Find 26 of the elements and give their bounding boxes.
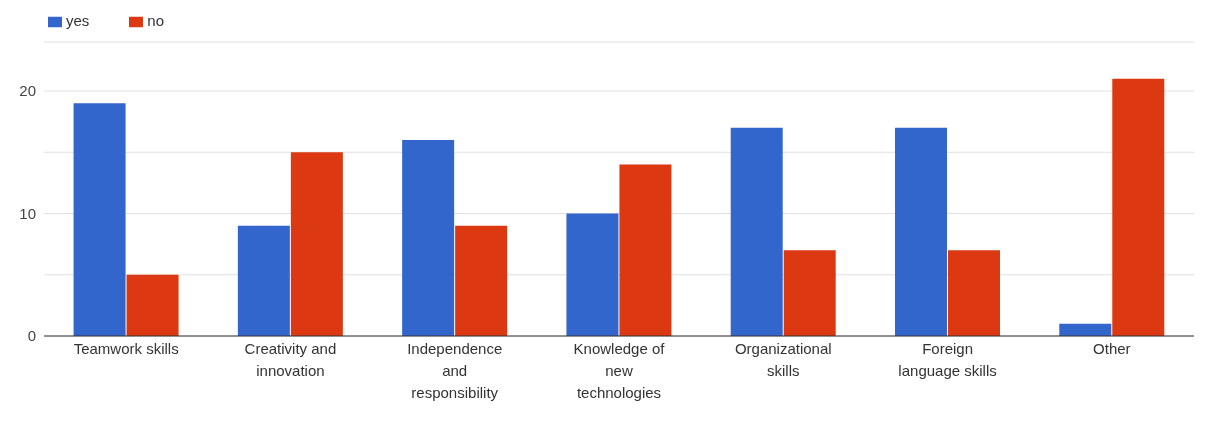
x-tick-label: Other [1093, 340, 1131, 357]
bar [290, 152, 343, 336]
x-tick-label: Foreign language skills [898, 340, 997, 379]
y-tick-label: 10 [19, 204, 36, 222]
y-tick-label: 20 [19, 82, 36, 100]
bar [1059, 323, 1112, 336]
bar [73, 103, 126, 336]
x-tick-label: Knowledge of new technologies [573, 340, 666, 401]
bar [126, 274, 179, 336]
bar [730, 127, 783, 336]
x-tick-label: Teamwork skills [73, 340, 179, 357]
bar [783, 250, 836, 336]
x-tick-label: Organizational skills [734, 340, 832, 379]
y-tick-label: 0 [27, 327, 36, 345]
bar [948, 250, 1000, 336]
bar [402, 140, 455, 336]
legend-label: no [147, 12, 165, 29]
bar [1112, 78, 1165, 336]
legend-label: yes [66, 12, 90, 29]
bar [895, 127, 947, 336]
bar [619, 164, 672, 336]
bar [237, 225, 290, 336]
bar [455, 225, 508, 336]
x-tick-label: Creativity and innovation [244, 340, 337, 379]
x-tick-label: Independence and responsibility [407, 340, 503, 401]
bar [566, 213, 619, 336]
